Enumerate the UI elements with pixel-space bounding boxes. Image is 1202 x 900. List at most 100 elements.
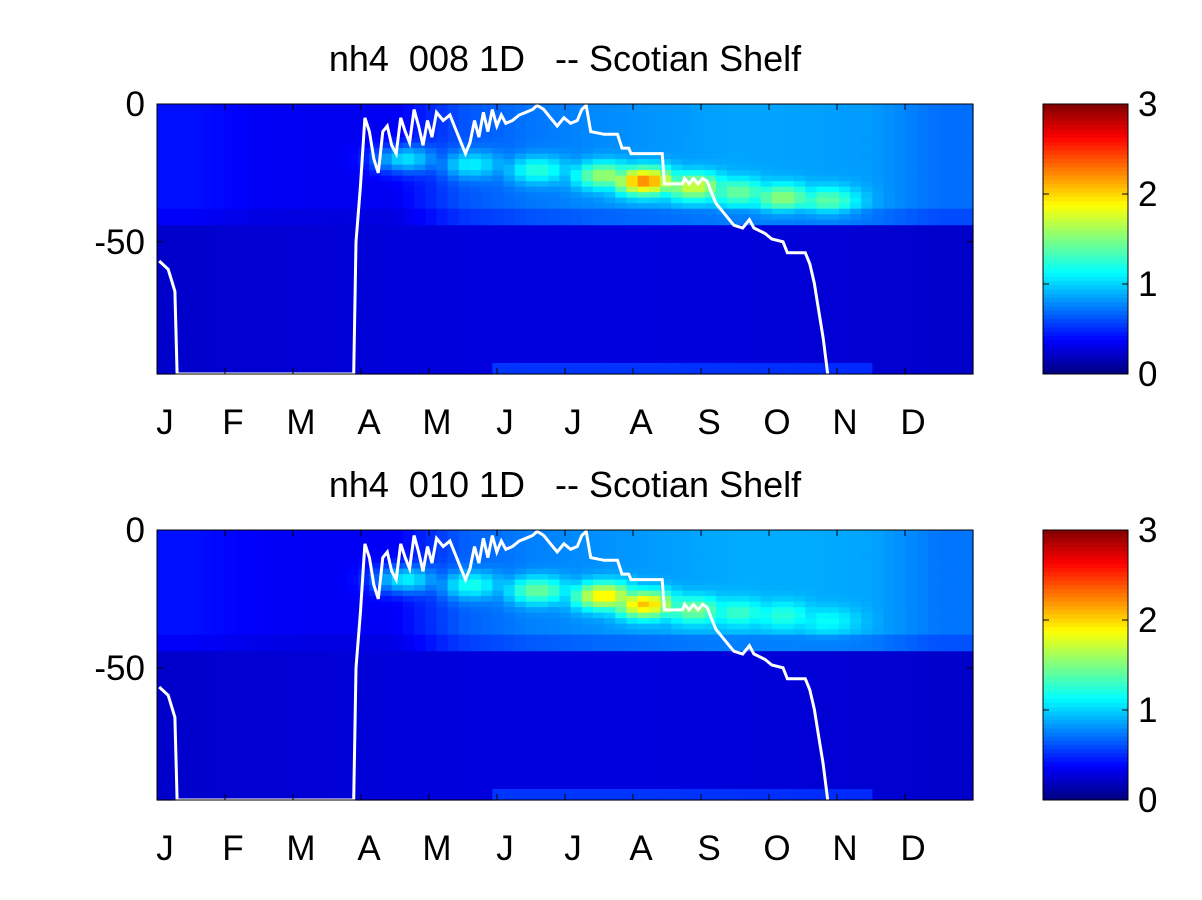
heatmap-cell [246,120,259,127]
heatmap-cell [458,324,471,331]
heatmap-cell [335,612,348,619]
heatmap-cell [872,263,885,270]
heatmap-cell [503,225,516,232]
heatmap-cell [268,535,281,542]
heatmap-cell [391,175,404,182]
heatmap-cell [559,230,572,237]
heatmap-cell [369,574,382,581]
heatmap-cell [626,263,639,270]
heatmap-cell [626,126,639,133]
heatmap-cell [380,695,393,702]
heatmap-cell [313,777,326,785]
heatmap-cell [246,722,259,729]
heatmap-cell [525,252,538,259]
heatmap-cell [235,120,248,127]
heatmap-cell [179,607,192,614]
heatmap-cell [391,706,404,713]
heatmap-cell [324,596,337,603]
heatmap-cell [425,137,438,144]
heatmap-cell [525,137,538,144]
heatmap-cell [671,203,683,210]
heatmap-cell [235,739,248,746]
heatmap-cell [335,662,348,669]
heatmap-cell [727,357,739,364]
heatmap-cell [738,131,751,138]
heatmap-cell [235,618,248,625]
heatmap-cell [805,208,818,215]
heatmap-cell [402,794,415,801]
heatmap-cell [648,115,661,122]
heatmap-cell [157,761,169,768]
heatmap-cell [257,214,270,221]
heatmap-cell [894,197,907,204]
heatmap-cell [950,247,963,254]
heatmap-cell [268,247,281,254]
heatmap-cell [581,137,594,144]
heatmap-cell [324,634,337,641]
heatmap-cell [928,164,941,171]
heatmap-cell [883,208,896,215]
colorbar-step [1043,327,1128,333]
heatmap-cell [592,214,605,221]
heatmap-cell [525,302,538,309]
heatmap-cell [827,247,840,254]
heatmap-cell [727,115,739,122]
heatmap-cell [693,170,706,177]
heatmap-cell [514,318,527,326]
heatmap-cell [760,329,773,337]
heatmap-cell [537,285,549,292]
heatmap-cell [268,357,281,364]
heatmap-cell [950,126,963,133]
heatmap-cell [369,241,382,248]
heatmap-cell [235,115,248,122]
heatmap-cell [157,651,169,658]
heatmap-cell [570,142,583,149]
heatmap-cell [279,285,292,292]
heatmap-cell [313,263,326,270]
heatmap-cell [805,197,818,204]
heatmap-cell [514,252,527,259]
heatmap-cell [570,247,583,254]
heatmap-cell [458,126,471,133]
heatmap-cell [660,230,672,237]
heatmap-cell [917,153,929,160]
heatmap-cell [537,368,549,375]
heatmap-cell [279,739,292,746]
heatmap-cell [347,159,359,166]
heatmap-cell [414,109,426,116]
heatmap-cell [335,252,348,259]
heatmap-cell [447,115,460,122]
heatmap-cell [335,656,348,663]
heatmap-cell [671,346,683,353]
heatmap-cell [224,340,236,348]
heatmap-cell [939,247,952,254]
heatmap-cell [492,263,505,270]
heatmap-cell [559,302,572,309]
heatmap-cell [660,104,672,111]
heatmap-cell [749,230,762,237]
heatmap-cell [525,186,538,193]
heatmap-cell [414,623,426,630]
heatmap-cell [291,728,303,735]
heatmap-cell [727,285,739,292]
heatmap-cell [671,368,683,375]
heatmap-cell [369,335,382,342]
heatmap-cell [246,131,259,138]
heatmap-cell [503,269,516,276]
heatmap-cell [592,181,605,188]
heatmap-cell [335,170,348,177]
heatmap-cell [928,302,941,309]
heatmap-cell [347,673,359,680]
heatmap-cell [201,115,214,122]
heatmap-cell [514,203,527,210]
heatmap-cell [626,137,639,144]
heatmap-cell [950,368,963,375]
heatmap-cell [671,137,683,144]
heatmap-cell [235,667,248,674]
heatmap-cell [235,219,248,226]
heatmap-cell [738,269,751,276]
heatmap-cell [190,794,203,801]
heatmap-cell [939,296,952,303]
heatmap-cell [660,120,672,127]
heatmap-cell [168,634,180,641]
